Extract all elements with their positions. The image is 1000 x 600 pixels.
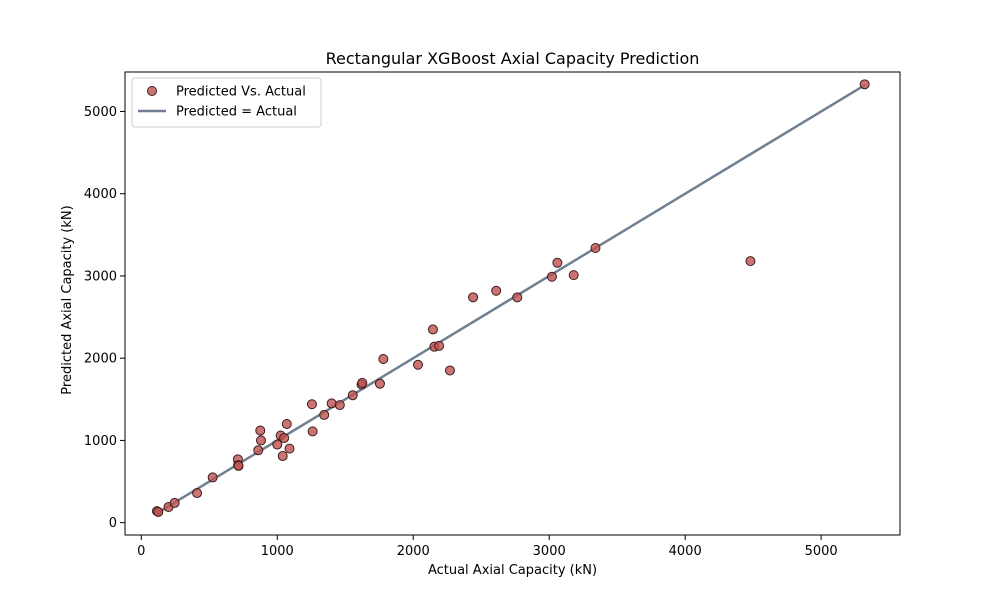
scatter-point bbox=[444, 365, 455, 376]
y-tick-label: 5000 bbox=[84, 105, 117, 120]
scatter-point bbox=[272, 439, 283, 450]
scatter-point bbox=[192, 488, 203, 499]
scatter-point bbox=[568, 270, 579, 281]
scatter-point bbox=[153, 506, 164, 517]
legend: Predicted Vs. Actual Predicted = Actual bbox=[131, 77, 322, 128]
scatter-point bbox=[468, 292, 479, 303]
scatter-point bbox=[279, 432, 290, 443]
x-axis-label: Actual Axial Capacity (kN) bbox=[428, 563, 597, 578]
scatter-point bbox=[281, 418, 292, 429]
scatter-point bbox=[326, 398, 337, 409]
scatter-point bbox=[347, 390, 358, 401]
scatter-point bbox=[552, 257, 563, 268]
scatter-point bbox=[434, 340, 445, 351]
scatter-point bbox=[378, 354, 389, 365]
scatter-point bbox=[334, 400, 345, 411]
scatter-point bbox=[590, 242, 601, 253]
y-tick-label: 3000 bbox=[84, 269, 117, 284]
x-tick-label: 3000 bbox=[533, 544, 566, 559]
chart-title: Rectangular XGBoost Axial Capacity Predi… bbox=[326, 49, 700, 68]
scatter-point bbox=[427, 324, 438, 335]
scatter-point bbox=[307, 426, 318, 437]
y-axis-label: Predicted Axial Capacity (kN) bbox=[60, 205, 75, 394]
scatter-point bbox=[374, 378, 385, 389]
scatter-point bbox=[169, 497, 180, 508]
scatter-point bbox=[306, 399, 317, 410]
scatter-point bbox=[233, 460, 244, 471]
axes-frame bbox=[124, 71, 901, 536]
y-tick-label: 1000 bbox=[84, 434, 117, 449]
legend-marker bbox=[147, 86, 157, 96]
x-tick-label: 1000 bbox=[261, 544, 294, 559]
scatter-point bbox=[255, 425, 266, 436]
x-tick-label: 2000 bbox=[397, 544, 430, 559]
scatter-point bbox=[255, 435, 266, 446]
plot-area: 0 1000 2000 3000 4000 5000 0 1000 2000 3000 4000 50… bbox=[84, 71, 901, 559]
scatter-point bbox=[546, 271, 557, 282]
scatter-point bbox=[319, 409, 330, 420]
y-tick-label: 0 bbox=[109, 516, 117, 531]
scatter-point bbox=[253, 445, 264, 456]
scatter-point bbox=[745, 256, 756, 267]
y-tick-label: 4000 bbox=[84, 187, 117, 202]
x-tick-label: 5000 bbox=[805, 544, 838, 559]
x-tick-label: 4000 bbox=[669, 544, 702, 559]
legend-label-scatter: Predicted Vs. Actual bbox=[176, 85, 306, 100]
scatter-point bbox=[357, 377, 368, 388]
scatter-point bbox=[277, 451, 288, 462]
scatter-point bbox=[859, 79, 870, 90]
scatter-point bbox=[284, 443, 295, 454]
y-tick-label: 2000 bbox=[84, 352, 117, 367]
legend-label-line: Predicted = Actual bbox=[176, 105, 297, 120]
x-tick-label: 0 bbox=[137, 544, 145, 559]
scatter-point bbox=[413, 359, 424, 370]
scatter-point bbox=[491, 285, 502, 296]
legend-box bbox=[131, 77, 322, 128]
scatter-point bbox=[207, 472, 218, 483]
scatter-point bbox=[512, 292, 523, 303]
